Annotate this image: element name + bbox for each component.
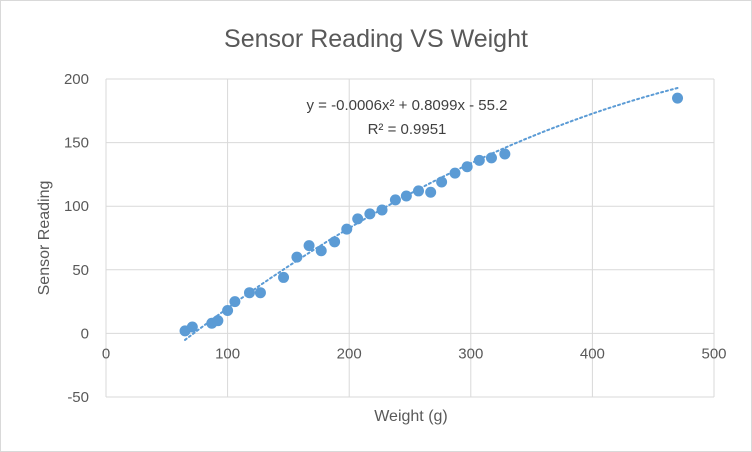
y-axis-title: Sensor Reading	[36, 181, 53, 296]
data-point	[364, 208, 376, 220]
trendline	[184, 87, 679, 341]
data-point	[329, 236, 341, 248]
data-point	[243, 287, 255, 299]
data-point	[413, 185, 425, 197]
y-tick-label: 50	[72, 262, 89, 279]
data-point	[291, 251, 303, 263]
data-point	[186, 321, 198, 333]
trendline-r-squared: R² = 0.9951	[368, 121, 447, 138]
x-tick-label: 400	[580, 345, 605, 362]
data-point	[461, 161, 473, 173]
data-point	[672, 92, 684, 104]
data-point	[352, 213, 364, 225]
x-tick-label: 100	[215, 345, 240, 362]
data-point	[436, 176, 448, 188]
data-point	[278, 271, 290, 283]
trendline-equation: y = -0.0006x² + 0.8099x - 55.2	[307, 97, 508, 114]
x-tick-label: 500	[701, 345, 726, 362]
x-tick-label: 200	[337, 345, 362, 362]
data-point	[449, 167, 461, 179]
y-tick-label: 100	[64, 198, 89, 215]
data-point	[222, 305, 234, 317]
data-point	[212, 315, 224, 327]
y-tick-label: -50	[67, 389, 89, 406]
data-point	[229, 296, 241, 308]
data-point	[303, 240, 315, 252]
x-axis-title: Weight (g)	[374, 408, 448, 425]
y-axis-tick-labels: -50 0 50 100 150 200	[64, 71, 89, 406]
data-point	[473, 154, 485, 166]
data-point	[499, 148, 511, 160]
trendline-group	[184, 87, 679, 341]
gridlines	[105, 78, 715, 398]
x-tick-label: 0	[102, 345, 110, 362]
data-point	[254, 287, 266, 299]
data-point	[400, 190, 412, 202]
y-tick-label: 200	[64, 71, 89, 88]
data-point	[315, 245, 327, 257]
data-point	[425, 186, 437, 198]
y-tick-label: 150	[64, 135, 89, 152]
data-point	[376, 204, 388, 216]
data-point	[341, 223, 353, 235]
x-tick-label: 300	[458, 345, 483, 362]
x-axis-tick-labels: 0 100 200 300 400 500	[102, 345, 727, 362]
data-point	[389, 194, 401, 206]
chart-title: Sensor Reading VS Weight	[224, 25, 528, 53]
data-points	[179, 92, 684, 337]
y-tick-label: 0	[81, 325, 89, 342]
data-point	[485, 152, 497, 164]
